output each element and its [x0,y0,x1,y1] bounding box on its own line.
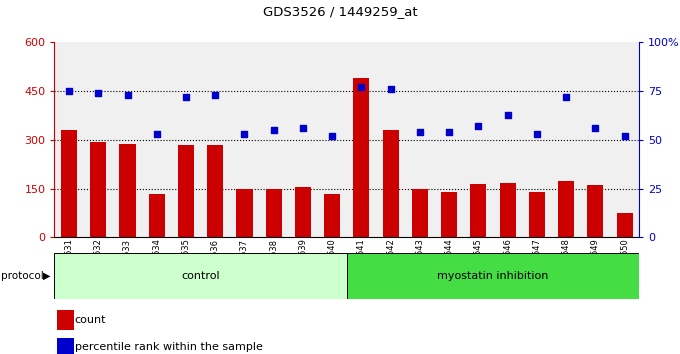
Point [590,125,600,131]
Point [385,86,396,92]
Bar [57,310,73,330]
Bar [588,185,603,237]
Bar [412,189,428,237]
Text: count: count [75,314,106,325]
Point [239,131,250,137]
Bar [529,192,545,237]
Point [414,129,426,135]
Point [151,131,163,137]
Bar [295,187,311,237]
Point [619,133,630,139]
Point [560,94,571,100]
Bar [347,253,639,299]
Point [298,125,309,131]
Text: percentile rank within the sample: percentile rank within the sample [75,342,262,352]
Point [532,131,543,137]
Point [180,94,192,100]
Bar [57,338,73,354]
Bar [207,145,223,237]
Bar [61,130,77,237]
Point [473,123,483,129]
Text: control: control [182,271,220,281]
Bar [54,253,347,299]
Bar [237,188,252,237]
Point [356,84,367,90]
Bar [324,194,340,237]
Point [64,88,74,94]
Bar [558,181,574,237]
Point [502,112,513,117]
Point [92,90,103,96]
Bar [354,78,369,237]
Bar [383,130,398,237]
Bar [500,183,515,237]
Bar [90,142,106,237]
Text: protocol: protocol [1,271,44,281]
Point [443,129,454,135]
Bar [471,184,486,237]
Text: GDS3526 / 1449259_at: GDS3526 / 1449259_at [262,5,418,18]
Text: myostatin inhibition: myostatin inhibition [437,271,549,281]
Bar [266,189,282,237]
Point [326,133,337,139]
Bar [441,192,457,237]
Text: ▶: ▶ [43,271,50,281]
Point [268,127,279,133]
Point [209,92,220,98]
Bar [178,145,194,237]
Bar [617,213,632,237]
Bar [149,194,165,237]
Bar [120,144,135,237]
Point [122,92,133,98]
